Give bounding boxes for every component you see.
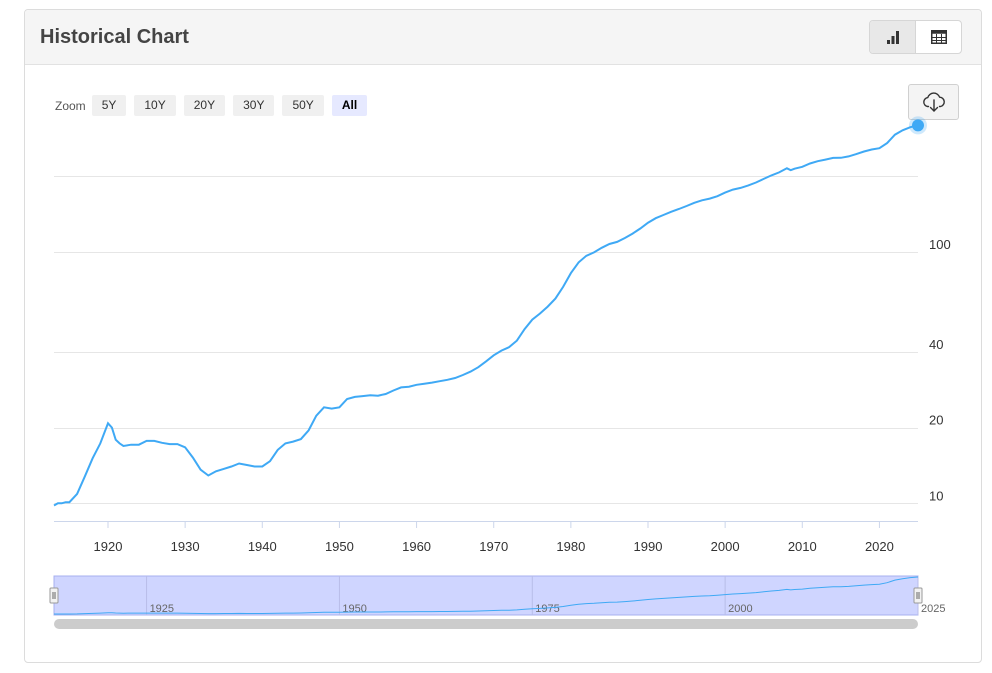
table-icon [930, 30, 947, 44]
view-toggle [869, 20, 962, 54]
historical-chart-card: Historical Chart [24, 9, 982, 663]
zoom-all-button[interactable]: All [331, 95, 368, 116]
cloud-download-icon [922, 92, 945, 112]
zoom-10y-button[interactable]: 10Y [134, 95, 176, 116]
zoom-50y-button[interactable]: 50Y [282, 95, 324, 116]
card-title: Historical Chart [40, 26, 189, 48]
zoom-20y-button[interactable]: 20Y [183, 95, 226, 116]
card-header: Historical Chart [25, 10, 981, 65]
zoom-label: Zoom [55, 98, 86, 113]
zoom-bar: Zoom 5Y 10Y 20Y 30Y 50Y All [55, 95, 375, 116]
zoom-5y-button[interactable]: 5Y [91, 95, 127, 116]
bar-chart-icon [886, 31, 899, 44]
chart-view-button[interactable] [870, 21, 915, 53]
download-button[interactable] [908, 84, 959, 120]
table-view-button[interactable] [915, 21, 961, 53]
zoom-30y-button[interactable]: 30Y [233, 95, 275, 116]
